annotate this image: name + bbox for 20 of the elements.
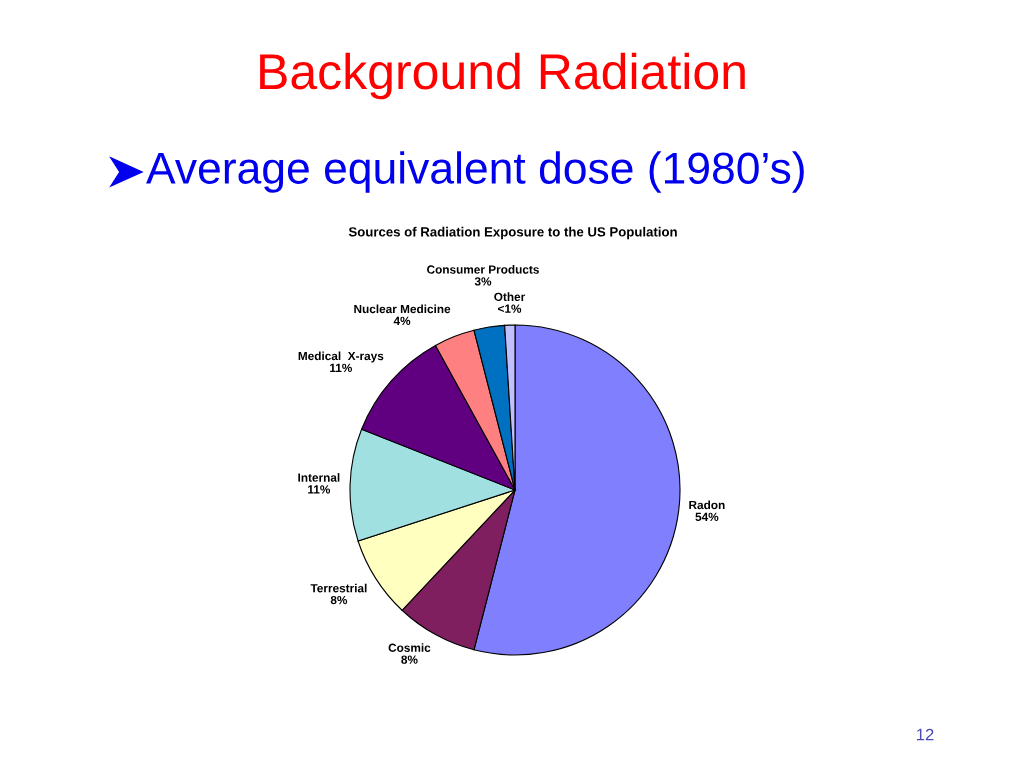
- slice-label: Internal: [298, 473, 340, 482]
- slice-label: Other: [494, 292, 526, 301]
- data-label: 8%: [330, 595, 348, 605]
- data-label: 11%: [308, 485, 331, 494]
- slice-label: Nuclear Medicine: [354, 304, 451, 314]
- slice-label: Medical X-rays: [298, 351, 384, 363]
- slice-label: Radon: [689, 500, 725, 510]
- slice-label: Consumer Products: [427, 265, 539, 274]
- source-note: Sources of Radiation Exposure to the US Population: [348, 226, 677, 240]
- text: 12: [917, 728, 934, 741]
- data-label: 8%: [401, 655, 418, 664]
- data-label: <1%: [498, 304, 522, 313]
- data-label: 54%: [695, 512, 719, 522]
- data-label: 3%: [474, 277, 492, 286]
- chart-subtitle: Average equivalent dose (1980’s): [146, 151, 804, 193]
- chart-title: Background Radiation: [260, 52, 745, 100]
- data-label: 4%: [393, 316, 411, 326]
- slice-label: Cosmic: [388, 643, 431, 652]
- data-label: 11%: [330, 363, 353, 372]
- slice-label: Terrestrial: [310, 583, 367, 593]
